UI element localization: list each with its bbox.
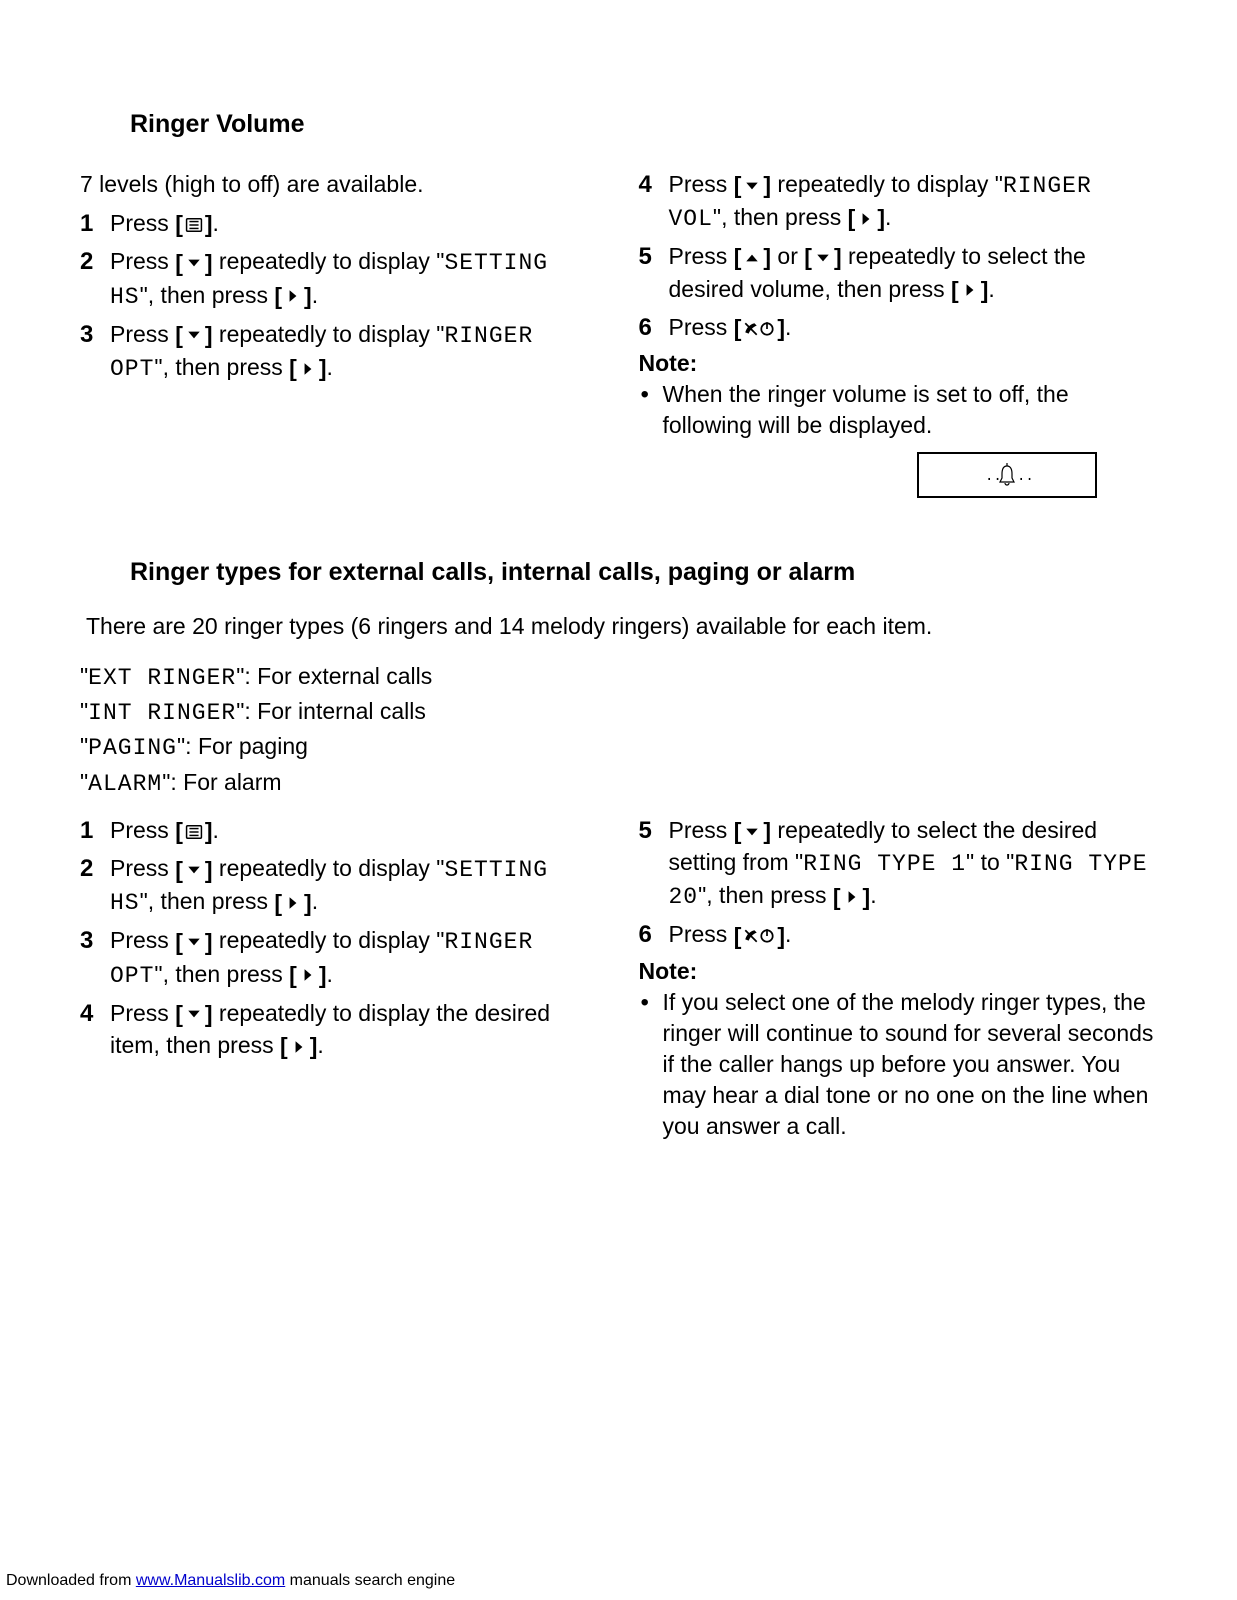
down-arrow-icon <box>184 327 204 343</box>
section2-right-steps: Press [] repeatedly to select the desire… <box>639 815 1158 952</box>
step-item: Press [] repeatedly to display "SETTING … <box>80 853 599 919</box>
footer-prefix: Downloaded from <box>6 1572 136 1589</box>
right-arrow-icon <box>960 282 980 298</box>
ringer-def-row: "EXT RINGER": For external calls <box>80 660 1157 695</box>
section2-columns: Press []. Press [] repeatedly to display … <box>80 815 1157 1142</box>
up-arrow-icon <box>742 250 762 266</box>
right-arrow-icon <box>298 967 318 983</box>
note-item: When the ringer volume is set to off, th… <box>639 379 1158 441</box>
section2-left-col: Press []. Press [] repeatedly to display … <box>80 815 599 1142</box>
section1-right-steps: Press [] repeatedly to display "RINGER V… <box>639 169 1158 344</box>
down-arrow-icon <box>813 250 833 266</box>
step-item: Press [] repeatedly to display "SETTING … <box>80 246 599 312</box>
manual-page: Ringer Volume 7 levels (high to off) are… <box>0 0 1237 1600</box>
right-arrow-icon <box>856 211 876 227</box>
bell-off-icon: .. .. <box>977 460 1037 490</box>
ringer-type-definitions: "EXT RINGER": For external calls"INT RIN… <box>80 660 1157 801</box>
right-arrow-icon <box>289 1039 309 1055</box>
step-item: Press [] repeatedly to display the desir… <box>80 998 599 1063</box>
mono-text: EXT RINGER <box>88 665 236 691</box>
section1-note-list: When the ringer volume is set to off, th… <box>639 379 1158 441</box>
mono-text: INT RINGER <box>88 700 236 726</box>
step-item: Press [] or [] repeatedly to select the … <box>639 241 1158 306</box>
step-item: Press []. <box>639 919 1158 951</box>
note-item: If you select one of the melody ringer t… <box>639 987 1158 1142</box>
menu-icon <box>184 217 204 233</box>
mono-text: PAGING <box>88 735 177 761</box>
section1-left-steps: Press []. Press [] repeatedly to display … <box>80 208 599 385</box>
section1-title: Ringer Volume <box>130 110 1157 139</box>
page-footer: Downloaded from www.Manualslib.com manua… <box>6 1572 455 1590</box>
power-off-icon <box>742 321 776 337</box>
right-arrow-icon <box>842 889 862 905</box>
section1-right-col: Press [] repeatedly to display "RINGER V… <box>639 169 1158 498</box>
step-item: Press [] repeatedly to display "RINGER O… <box>80 319 599 385</box>
section2-right-col: Press [] repeatedly to select the desire… <box>639 815 1158 1142</box>
mono-text: RING TYPE 1 <box>803 851 966 877</box>
step-item: Press []. <box>80 815 599 847</box>
section2-intro: There are 20 ringer types (6 ringers and… <box>86 611 1157 642</box>
section1-columns: 7 levels (high to off) are available. Pr… <box>80 169 1157 498</box>
note-label: Note: <box>639 958 1158 985</box>
ringer-def-row: "ALARM": For alarm <box>80 766 1157 801</box>
right-arrow-icon <box>283 288 303 304</box>
step-item: Press [] repeatedly to display "RINGER O… <box>80 925 599 991</box>
ringer-def-row: "INT RINGER": For internal calls <box>80 695 1157 730</box>
down-arrow-icon <box>184 862 204 878</box>
right-arrow-icon <box>283 895 303 911</box>
down-arrow-icon <box>742 178 762 194</box>
down-arrow-icon <box>742 824 762 840</box>
section2-left-steps: Press []. Press [] repeatedly to display … <box>80 815 599 1063</box>
section1-left-col: 7 levels (high to off) are available. Pr… <box>80 169 599 498</box>
ringer-def-row: "PAGING": For paging <box>80 730 1157 765</box>
power-off-icon <box>742 928 776 944</box>
manualslib-link[interactable]: www.Manualslib.com <box>136 1572 285 1589</box>
step-item: Press []. <box>80 208 599 240</box>
right-arrow-icon <box>298 361 318 377</box>
step-item: Press [] repeatedly to display "RINGER V… <box>639 169 1158 235</box>
down-arrow-icon <box>184 1006 204 1022</box>
ringer-off-display: .. .. <box>917 452 1097 498</box>
svg-text:..: .. <box>985 469 1002 485</box>
section2-note-list: If you select one of the melody ringer t… <box>639 987 1158 1142</box>
svg-text:..: .. <box>1017 469 1034 485</box>
menu-icon <box>184 824 204 840</box>
footer-suffix: manuals search engine <box>285 1572 455 1589</box>
mono-text: ALARM <box>88 771 162 797</box>
down-arrow-icon <box>184 255 204 271</box>
step-item: Press [] repeatedly to select the desire… <box>639 815 1158 914</box>
down-arrow-icon <box>184 934 204 950</box>
section2-title: Ringer types for external calls, interna… <box>130 558 1157 587</box>
step-item: Press []. <box>639 312 1158 344</box>
note-label: Note: <box>639 350 1158 377</box>
section1-intro: 7 levels (high to off) are available. <box>80 169 599 200</box>
